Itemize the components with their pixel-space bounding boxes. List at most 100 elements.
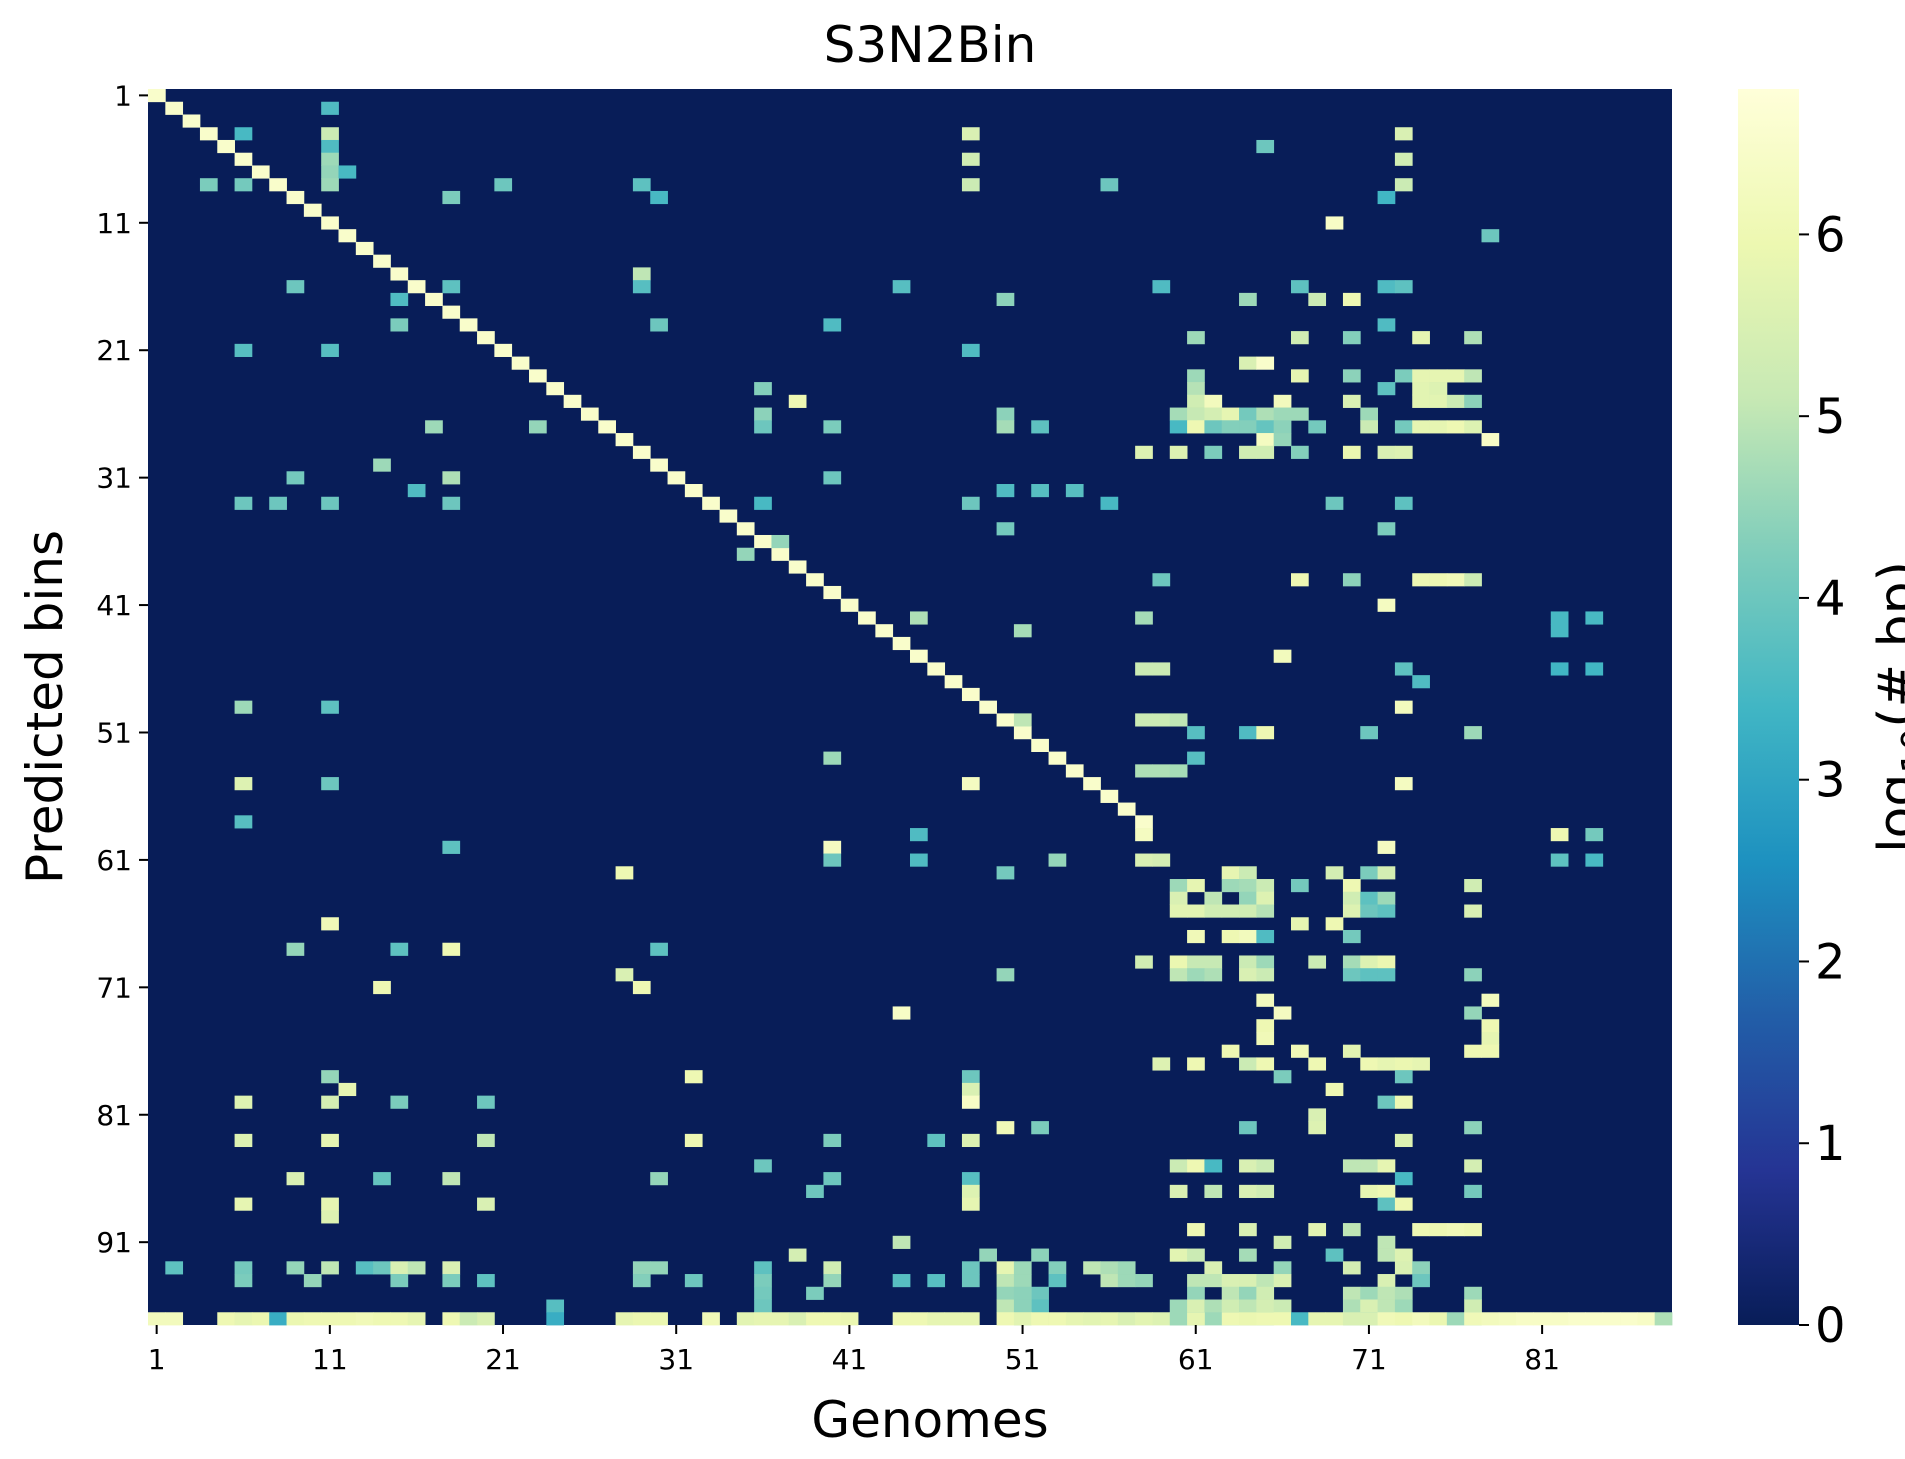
heatmap-cell: [1256, 1159, 1275, 1173]
heatmap-cell: [1031, 1299, 1049, 1313]
heatmap-cell: [961, 1184, 980, 1198]
heatmap-cell: [1239, 445, 1257, 459]
heatmap-cell: [1481, 229, 1500, 243]
heatmap-cell: [1048, 751, 1067, 765]
heatmap-cell: [234, 815, 253, 829]
heatmap-cell: [1360, 726, 1378, 740]
heatmap-cell: [1221, 1274, 1240, 1288]
heatmap-cell: [1187, 968, 1205, 982]
heatmap-cell: [1464, 904, 1482, 918]
heatmap-cell: [1412, 331, 1430, 345]
heatmap-cell: [754, 382, 772, 396]
heatmap-cell: [234, 343, 253, 357]
heatmap-cell: [373, 458, 391, 472]
heatmap-cell: [1239, 866, 1257, 880]
heatmap-cell: [1325, 917, 1344, 931]
heatmap-cell: [1169, 764, 1188, 778]
heatmap-cell: [1256, 445, 1275, 459]
heatmap-cell: [1169, 968, 1188, 982]
colorbar-ticks: 0 1 2 3 4 5 6: [1799, 207, 1846, 1354]
heatmap-cell: [321, 165, 339, 179]
heatmap-cell: [1342, 331, 1361, 345]
heatmap-cell: [338, 165, 357, 179]
heatmap-cell: [1135, 1274, 1153, 1288]
heatmap-cell: [1412, 394, 1430, 408]
heatmap-cell: [632, 980, 651, 995]
heatmap-cell: [1221, 1299, 1240, 1313]
heatmap-cell: [1377, 1235, 1396, 1249]
heatmap-cell: [1377, 840, 1396, 854]
heatmap-cell: [1291, 1312, 1309, 1326]
heatmap-cell: [407, 1312, 426, 1326]
heatmap-cell: [910, 828, 928, 842]
heatmap-cell: [996, 484, 1015, 498]
heatmap-cell: [1464, 1006, 1482, 1020]
colorbar-tick-label: 2: [1815, 934, 1846, 990]
heatmap-cell: [650, 942, 668, 956]
heatmap-cell: [1256, 139, 1275, 154]
heatmap-cell: [1446, 420, 1465, 434]
y-tick-label: 41: [96, 589, 132, 622]
heatmap-cell: [321, 1312, 339, 1326]
heatmap-cell: [615, 866, 634, 880]
heatmap-cell: [1412, 1223, 1430, 1237]
heatmap-cell: [286, 1172, 305, 1186]
heatmap-cell: [390, 267, 409, 281]
heatmap-cell: [1550, 624, 1569, 638]
heatmap-cell: [1135, 1312, 1153, 1326]
heatmap-cell: [1342, 573, 1361, 587]
heatmap-cell: [1394, 178, 1413, 192]
heatmap-cell: [823, 471, 842, 485]
heatmap-cell: [1187, 904, 1205, 918]
heatmap-cell: [321, 1070, 339, 1084]
heatmap-cell: [1377, 1057, 1396, 1071]
heatmap-cell: [1550, 611, 1569, 625]
heatmap-cell: [321, 1197, 339, 1211]
heatmap-cell: [1464, 573, 1482, 587]
heatmap-cell: [892, 280, 911, 294]
heatmap-cell: [1221, 1286, 1240, 1300]
heatmap-cell: [1394, 280, 1413, 294]
heatmap-cell: [234, 1095, 253, 1109]
y-tick-label: 11: [96, 207, 132, 240]
heatmap-cell: [1065, 1312, 1084, 1326]
heatmap-cell: [1187, 382, 1205, 396]
heatmap-cell: [823, 853, 842, 867]
heatmap-cell: [1585, 662, 1604, 676]
heatmap-cell: [806, 1184, 824, 1198]
heatmap-cell: [1187, 751, 1205, 765]
heatmap-cell: [1031, 484, 1049, 498]
heatmap-cell: [806, 1286, 824, 1300]
heatmap-cell: [840, 1312, 859, 1326]
heatmap-cell: [511, 356, 530, 370]
heatmap-cell: [321, 127, 339, 141]
heatmap-cell: [1204, 1184, 1223, 1198]
heatmap-cell: [1429, 1312, 1448, 1326]
heatmap-cell: [1256, 993, 1275, 1007]
heatmap-cell: [1031, 738, 1049, 752]
heatmap-cell: [1481, 1031, 1500, 1046]
heatmap-cell: [1550, 662, 1569, 676]
heatmap-cell: [1481, 1044, 1500, 1058]
heatmap-cell: [1360, 407, 1378, 421]
heatmap-cell: [234, 1197, 253, 1211]
heatmap-cell: [650, 458, 668, 472]
heatmap-cell: [442, 1261, 461, 1275]
heatmap-cell: [286, 190, 305, 205]
heatmap-cell: [1239, 1057, 1257, 1071]
heatmap-cell: [1377, 1299, 1396, 1313]
heatmap-cell: [338, 229, 357, 243]
heatmap-cell: [1394, 127, 1413, 141]
heatmap-cell: [1100, 1312, 1119, 1326]
heatmap-cell: [321, 139, 339, 154]
heatmap-cell: [892, 1274, 911, 1288]
heatmap-cell: [944, 675, 963, 689]
heatmap-cell: [996, 968, 1015, 982]
heatmap-cell: [1308, 1057, 1327, 1071]
heatmap-cell: [459, 1312, 478, 1326]
heatmap-cell: [1291, 280, 1309, 294]
heatmap-cell: [1083, 1312, 1101, 1326]
heatmap-cell: [840, 598, 859, 612]
x-axis: 1 11 21 31 41 51 61 71 81: [148, 1325, 1560, 1376]
heatmap-cell: [1256, 955, 1275, 969]
